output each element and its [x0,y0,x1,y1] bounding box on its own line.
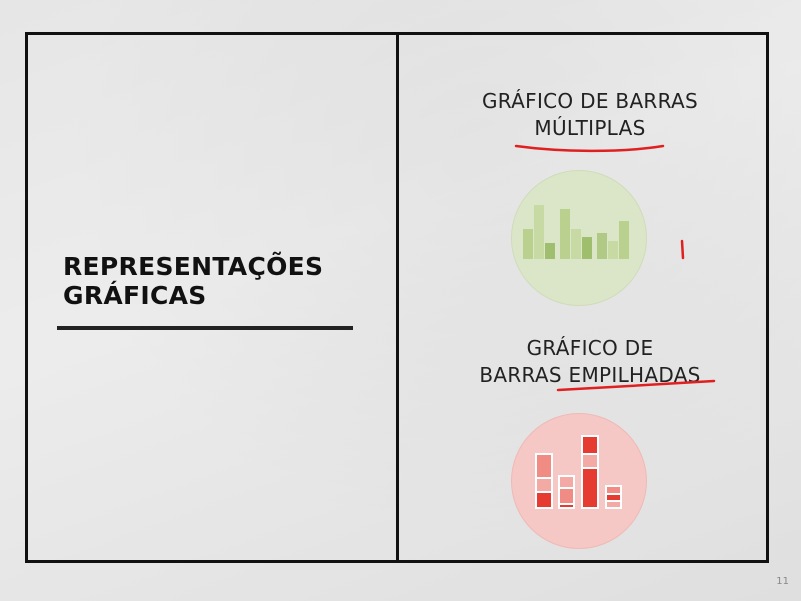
stacked-bars-heading-line-1: GRÁFICO DE [526,336,654,360]
center-divider [396,32,399,563]
left-title-line-1: REPRESENTAÇÕES [63,252,324,281]
left-title: REPRESENTAÇÕES GRÁFICAS [63,252,323,310]
left-title-line-2: GRÁFICAS [63,281,207,310]
multiple-bars-heading-line-1: GRÁFICO DE BARRAS [482,89,698,113]
stacked-bar-chart-icon [511,413,647,549]
multiple-bars-heading: GRÁFICO DE BARRAS MÚLTIPLAS [440,88,740,142]
multiple-bar-chart-icon [511,170,647,306]
left-title-underline [57,326,353,330]
stacked-bars-heading-line-2: BARRAS EMPILHADAS [479,363,701,387]
page-number: 11 [776,576,789,587]
stacked-bars-heading: GRÁFICO DE BARRAS EMPILHADAS [440,335,740,389]
multiple-bars-heading-line-2: MÚLTIPLAS [534,116,646,140]
